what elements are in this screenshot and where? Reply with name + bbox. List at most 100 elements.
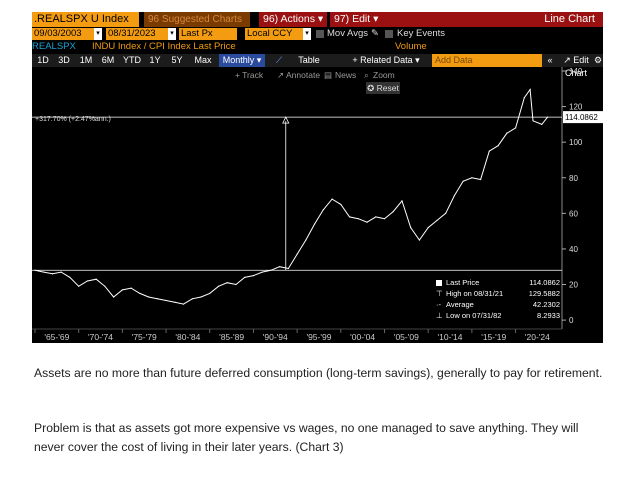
data-point: [480, 178, 482, 181]
price-field-select[interactable]: Last Px: [179, 28, 237, 40]
zoom-tool[interactable]: Zoom: [373, 70, 395, 80]
table-button[interactable]: Table: [298, 55, 320, 65]
actions-menu[interactable]: 96) Actions ▾: [259, 12, 327, 27]
data-point: [43, 271, 45, 273]
toolbar: 1D 3D 1M 6M YTD 1Y 5Y Max Monthly ▾ ⟋ Ta…: [32, 54, 603, 78]
title-bar: .REALSPX U Index 96 Suggested Charts 96)…: [32, 12, 603, 27]
zoom-icon: ⌕: [364, 70, 369, 80]
data-point: [139, 292, 141, 295]
data-point: [130, 287, 132, 289]
period-3d[interactable]: 3D: [58, 55, 70, 65]
settings-gear-icon[interactable]: ⚙: [593, 55, 603, 65]
period-1m[interactable]: 1M: [79, 55, 93, 65]
news-icon: ▤: [324, 70, 333, 80]
paragraph-assets: Assets are no more than future deferred …: [34, 366, 603, 380]
security-description: INDU Index / CPI Index Last Price: [92, 41, 236, 52]
reference-lines: [32, 116, 562, 271]
series-markers: [34, 88, 549, 305]
data-point: [357, 218, 359, 220]
start-date-dropdown-icon[interactable]: ▾: [94, 28, 102, 40]
legend-label: Last Price: [446, 278, 480, 287]
suggested-charts-button[interactable]: 96 Suggested Charts: [144, 12, 250, 27]
series-line-realspx: [34, 88, 548, 305]
high-marker-icon: ⊤: [436, 289, 443, 298]
mov-avgs-checkbox[interactable]: [316, 30, 324, 38]
data-point: [244, 276, 246, 278]
period-5y[interactable]: 5Y: [171, 55, 183, 65]
pencil-icon[interactable]: ✎: [371, 28, 379, 39]
legend-label: High on 08/31/21: [446, 289, 504, 298]
data-point: [532, 120, 534, 122]
frequency-select[interactable]: Monthly ▾: [219, 54, 265, 67]
change-arrow-head-icon: [282, 116, 290, 124]
legend-high: ⊤ High on 08/31/21 129.5882: [436, 289, 560, 299]
end-date-dropdown-icon[interactable]: ▾: [168, 28, 176, 40]
data-point: [113, 296, 115, 298]
collapse-icon[interactable]: «: [547, 55, 553, 65]
chart-type-label: Line Chart: [392, 12, 603, 27]
reset-label: Reset: [376, 83, 399, 93]
period-1d[interactable]: 1D: [37, 55, 49, 65]
data-point: [418, 239, 421, 241]
edit-chart-button[interactable]: ↗ Edit Chart: [563, 55, 589, 78]
annotate-tool[interactable]: ↗ Annotate: [277, 70, 321, 80]
data-point: [462, 180, 464, 182]
data-point: [296, 253, 298, 255]
legend-average: ·- Average 42.2302: [436, 300, 560, 310]
related-data-menu[interactable]: + Related Data ▾: [352, 55, 420, 65]
data-point: [401, 200, 403, 202]
legend-last-price: Last Price 114.0862: [436, 278, 560, 288]
period-max[interactable]: Max: [194, 55, 212, 65]
x-tick-label: '85-'89: [219, 332, 244, 342]
reset-button[interactable]: ✪ Reset: [366, 82, 400, 94]
data-point: [523, 97, 525, 99]
line-chart-icon[interactable]: ⟋: [275, 55, 283, 65]
key-events-checkbox[interactable]: [385, 30, 393, 38]
x-tick-label: '00-'04: [350, 332, 375, 342]
data-point: [147, 296, 150, 298]
data-point: [200, 296, 202, 298]
data-point: [104, 285, 106, 287]
currency-select[interactable]: Local CCY: [245, 28, 303, 40]
track-tool[interactable]: + Track: [235, 70, 264, 80]
data-point: [331, 198, 333, 200]
add-data-input[interactable]: Add Data: [432, 54, 542, 67]
volume-label: Volume: [395, 41, 427, 52]
period-1y[interactable]: 1Y: [149, 55, 161, 65]
data-point: [174, 301, 176, 303]
chart-legend: Last Price 114.0862 ⊤ High on 08/31/21 1…: [436, 278, 560, 325]
chart-annotations: +317.70% (+2.47%ann.) 114.0862: [35, 111, 603, 124]
data-point: [287, 267, 289, 270]
low-marker-icon: ⊥: [436, 311, 443, 320]
end-date-field[interactable]: 08/31/2023: [106, 28, 168, 40]
data-point: [547, 116, 549, 118]
data-point: [156, 298, 158, 300]
period-6m[interactable]: 6M: [101, 55, 115, 65]
data-point: [261, 271, 263, 273]
data-point: [375, 216, 377, 218]
legend-label: Average: [446, 300, 474, 309]
data-point: [453, 194, 455, 197]
x-tick-label: '15-'19: [481, 332, 506, 342]
mov-avgs-label: Mov Avgs: [327, 28, 369, 39]
data-point: [514, 127, 517, 129]
x-tick-label: '80-'84: [175, 332, 200, 342]
ticker-field[interactable]: .REALSPX U Index: [32, 12, 139, 27]
data-point: [252, 275, 255, 277]
start-date-field[interactable]: 09/03/2003: [32, 28, 94, 40]
data-point: [182, 303, 185, 305]
currency-dropdown-icon[interactable]: ▾: [303, 28, 311, 40]
news-tool[interactable]: News: [335, 70, 357, 80]
line-chart: 0 20 40 60 80 100 120 140 '65-'69 '70-'74 '75-'79…: [32, 67, 603, 342]
data-point: [488, 150, 490, 152]
paragraph-problem: Problem is that as assets got more expen…: [34, 421, 579, 454]
data-point: [383, 218, 386, 220]
legend-value: 8.2933: [537, 311, 560, 320]
change-annotation: +317.70% (+2.47%ann.): [35, 116, 111, 123]
y-tick-label: 120: [569, 103, 583, 112]
data-point: [340, 203, 342, 206]
legend-value: 129.5882: [528, 289, 560, 298]
period-ytd[interactable]: YTD: [123, 55, 141, 65]
data-point: [392, 210, 394, 213]
edit-menu[interactable]: 97) Edit ▾: [330, 12, 392, 27]
